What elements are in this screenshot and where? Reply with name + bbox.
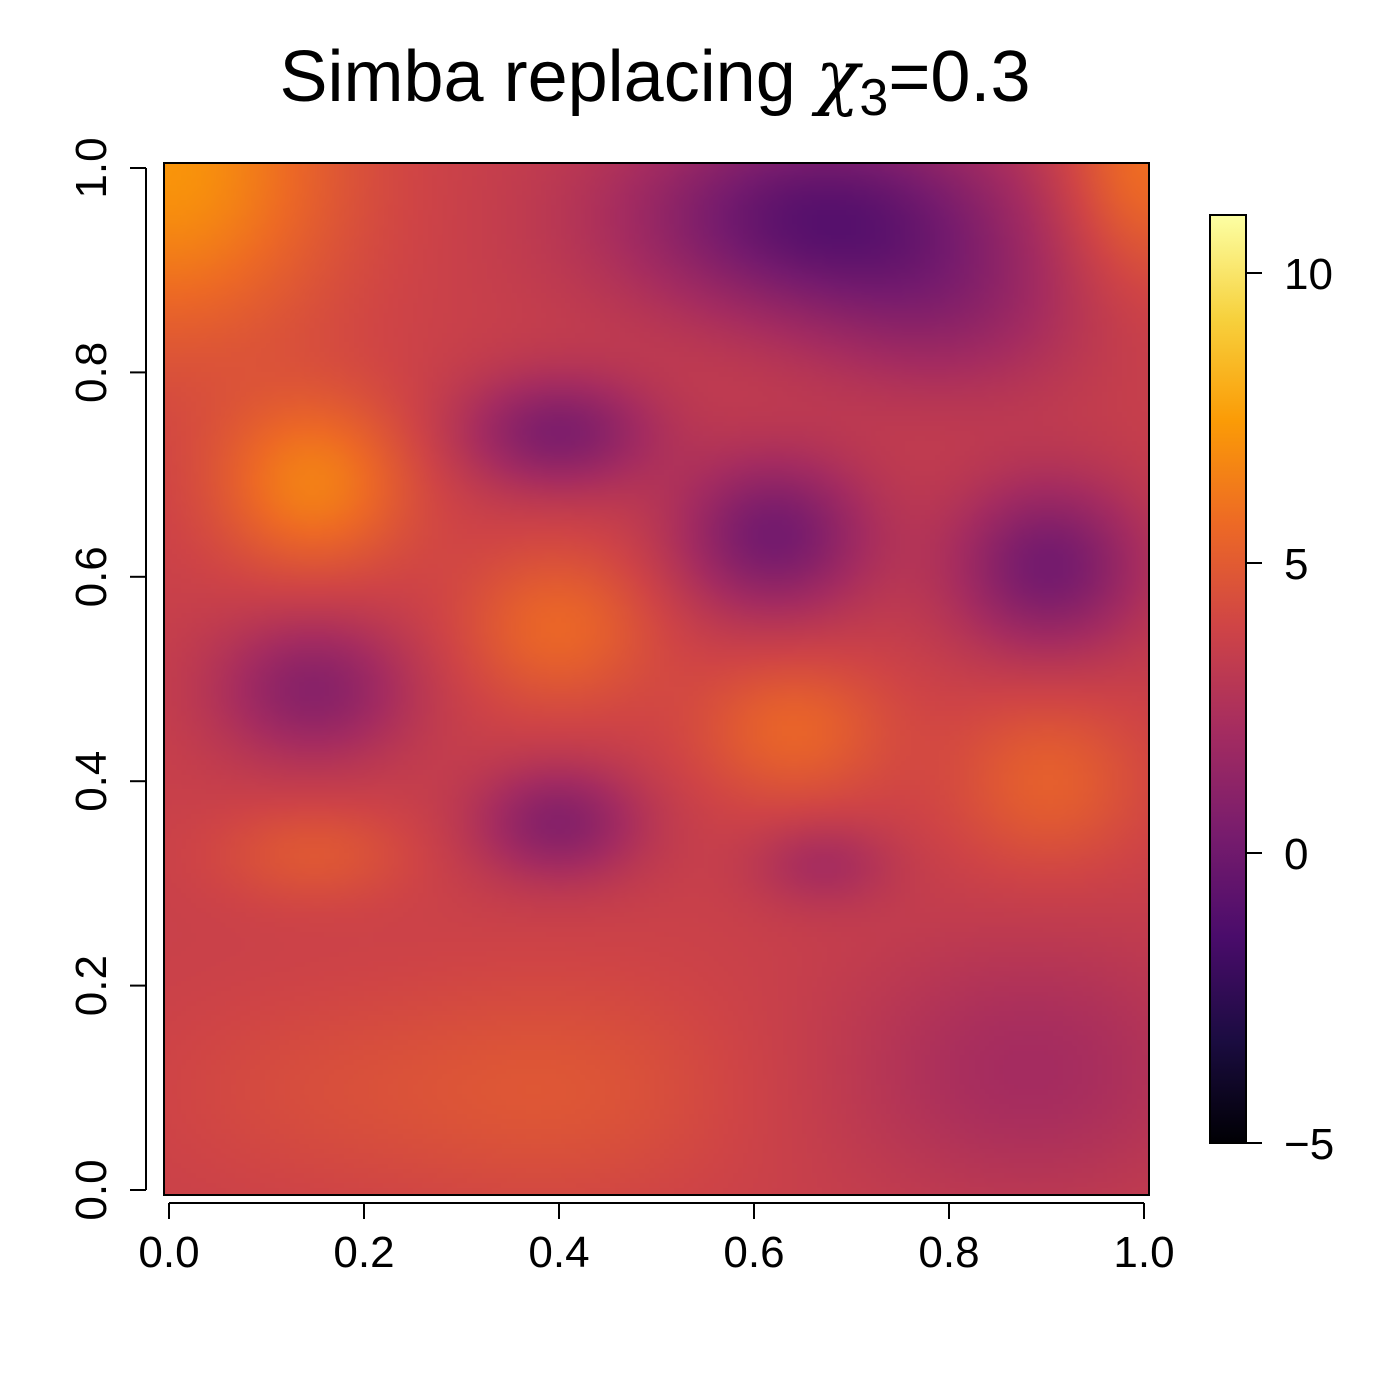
colorbar-ticks: −5 0 5 10 [1246,250,1334,1169]
y-tick-label: 0.0 [67,1159,116,1220]
chart-title-suffix: =0.3 [888,37,1030,117]
colorbar-tick-label: 5 [1284,540,1308,589]
x-tick-label: 1.0 [1113,1228,1174,1277]
colorbar-gradient [1209,214,1247,1144]
colorbar-tick-label: −5 [1284,1120,1334,1169]
y-tick-label: 0.8 [67,342,116,403]
chart-title-text: Simba replacing [280,37,816,117]
chart-title-subscript: 3 [859,69,888,127]
x-axis: 0.0 0.2 0.4 0.6 0.8 1.0 [138,1202,1175,1277]
colorbar: −5 0 5 10 [1209,214,1334,1169]
y-tick-label: 0.4 [67,751,116,812]
x-tick-label: 0.4 [528,1228,589,1277]
chart-title: Simba replacing χ3=0.3 [280,34,1031,127]
colorbar-tick-label: 10 [1284,250,1333,299]
x-tick-label: 0.8 [918,1228,979,1277]
y-tick-label: 0.6 [67,546,116,607]
x-tick-label: 0.6 [723,1228,784,1277]
x-tick-label: 0.0 [138,1228,199,1277]
heatmap-image [164,163,1149,1195]
plot-area [163,162,1150,1196]
x-tick-label: 0.2 [333,1228,394,1277]
plot-frame [163,162,1150,1196]
chart-title-symbol: χ [811,34,864,118]
colorbar-tick-label: 0 [1284,830,1308,879]
y-tick-label: 1.0 [67,137,116,198]
y-tick-label: 0.2 [67,955,116,1016]
y-axis: 0.0 0.2 0.4 0.6 0.8 1.0 [67,137,147,1221]
